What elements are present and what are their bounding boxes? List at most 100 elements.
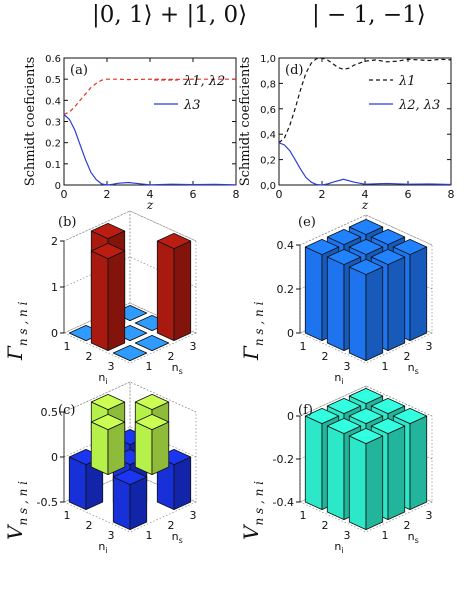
bar-face-front [90,250,109,352]
column-title-left: |0, 1⟩ + |1, 0⟩ [92,2,248,28]
bar-face-front [348,266,367,362]
x-axis-label: ni [98,540,107,555]
bar-ni2-ns1 [90,242,126,352]
bar-face-top [392,238,428,255]
bar-face-front [156,240,175,342]
ns-tick-label: 3 [190,340,197,353]
bar-face-top [326,228,362,245]
y-axis-label: ns [408,361,419,376]
series-line-0 [63,78,236,116]
z-tick-label: -0.5 [37,496,58,509]
legend-entry: λ2, λ3 [398,98,440,113]
bar-face-top [156,232,192,250]
bar-face-front [326,425,345,520]
bar-face-top [304,407,340,425]
y-tick-label: 0.3 [45,118,61,129]
bar-face-front [68,456,87,511]
z-axis-label: Vn s , n i [239,481,266,540]
y-axis-label: ns [172,530,183,545]
line-chart-d: 0 2 4 6 8 0,0 0,2 0,4 0,6 0,8 1,0 z Schmidt coeficie… [238,54,455,212]
ns-tick-label: 2 [404,519,411,532]
bar-face-top [304,238,340,255]
bar-face-side [173,240,192,342]
x-axis-label-sub: i [105,546,107,555]
bar-face-top [90,393,126,411]
y-axis-label: ns [408,530,419,545]
ns-tick-label: 3 [426,340,433,353]
x-axis-label-sub: i [105,377,107,386]
bar-ni3-ns3 [156,232,192,342]
ni-tick-label: 2 [86,350,93,363]
z-axis-label-sub: n s , n i [16,301,30,346]
x-axis-label-sub: i [341,546,343,555]
legend-entry: λ3 [183,98,201,113]
ns-tick-label: 1 [382,529,389,542]
bar-face-front [326,256,345,352]
y-axis-label-sub: s [179,536,183,545]
bar-face-side [365,435,384,530]
z-tick-label: -0.4 [273,496,294,509]
ni-tick-label: 3 [344,360,351,373]
y-axis-label: Schmidt coeficients [23,57,38,187]
panel-label: (d) [285,63,303,78]
z-tick-label: 0.5 [41,406,59,419]
z-tick-label: 0 [51,327,58,340]
y-tick-label: 0,4 [260,130,276,141]
z-axis-label: Vn s , n i [3,481,30,540]
x-axis-label: z [146,198,154,212]
bar-ni3-ns2 [134,413,170,476]
panel-label: (b) [58,215,76,230]
y-tick-label: 0.4 [45,96,61,107]
bar-face-front [348,435,367,530]
ns-tick-label: 1 [382,360,389,373]
bar-face-top [348,407,384,425]
bar-face-side [107,250,126,352]
bar-face-front [90,421,109,476]
y-axis-label-sub: s [415,367,419,376]
bar-face-top [348,387,384,405]
bar-face-top [112,468,148,486]
bar-ni3-ns1 [112,344,148,362]
x-axis-label-sub: i [341,377,343,386]
x-tick-label: 2 [319,188,326,201]
bar-face-side [409,415,428,511]
z-axis-label: Γn s , n i [239,301,266,361]
y-tick-label: 0,0 [260,181,276,192]
ni-tick-label: 1 [64,340,71,353]
x-axis-label: ni [98,371,107,386]
x-tick-label: 8 [448,188,455,201]
series-line-1 [63,114,237,186]
bar-face-top [348,238,384,255]
z-axis-label-sub: n s , n i [16,481,30,526]
bar-ni2-ns1 [90,413,126,476]
ns-tick-label: 2 [404,350,411,363]
column-title-right: | − 1, −1⟩ [312,2,426,28]
ni-tick-label: 3 [108,360,115,373]
z-tick-label: 0 [51,451,58,464]
x-tick-label: 4 [147,188,154,201]
z-tick-label: 0.2 [277,283,295,296]
bar-face-top [134,413,170,431]
bar-face-top [134,393,170,411]
bar-face-side [129,476,148,530]
ni-tick-label: 1 [300,509,307,522]
series-line-0 [278,57,452,144]
y-axis-label-sub: s [179,367,183,376]
z-axis-label: Γn s , n i [3,301,30,361]
bar-face-top [370,397,406,415]
x-axis-label: ni [334,371,343,386]
ns-tick-label: 2 [168,519,175,532]
ns-tick-label: 1 [146,529,153,542]
bar-face-front [112,476,131,530]
z-tick-label: 0.4 [277,239,295,252]
y-tick-label: 0 [55,181,61,192]
series-line-1 [278,142,452,186]
z-axis-label-sub: n s , n i [252,301,266,346]
z-tick-label: -0.2 [273,453,294,466]
x-tick-label: 4 [362,188,369,201]
bar-face-top [348,427,384,445]
